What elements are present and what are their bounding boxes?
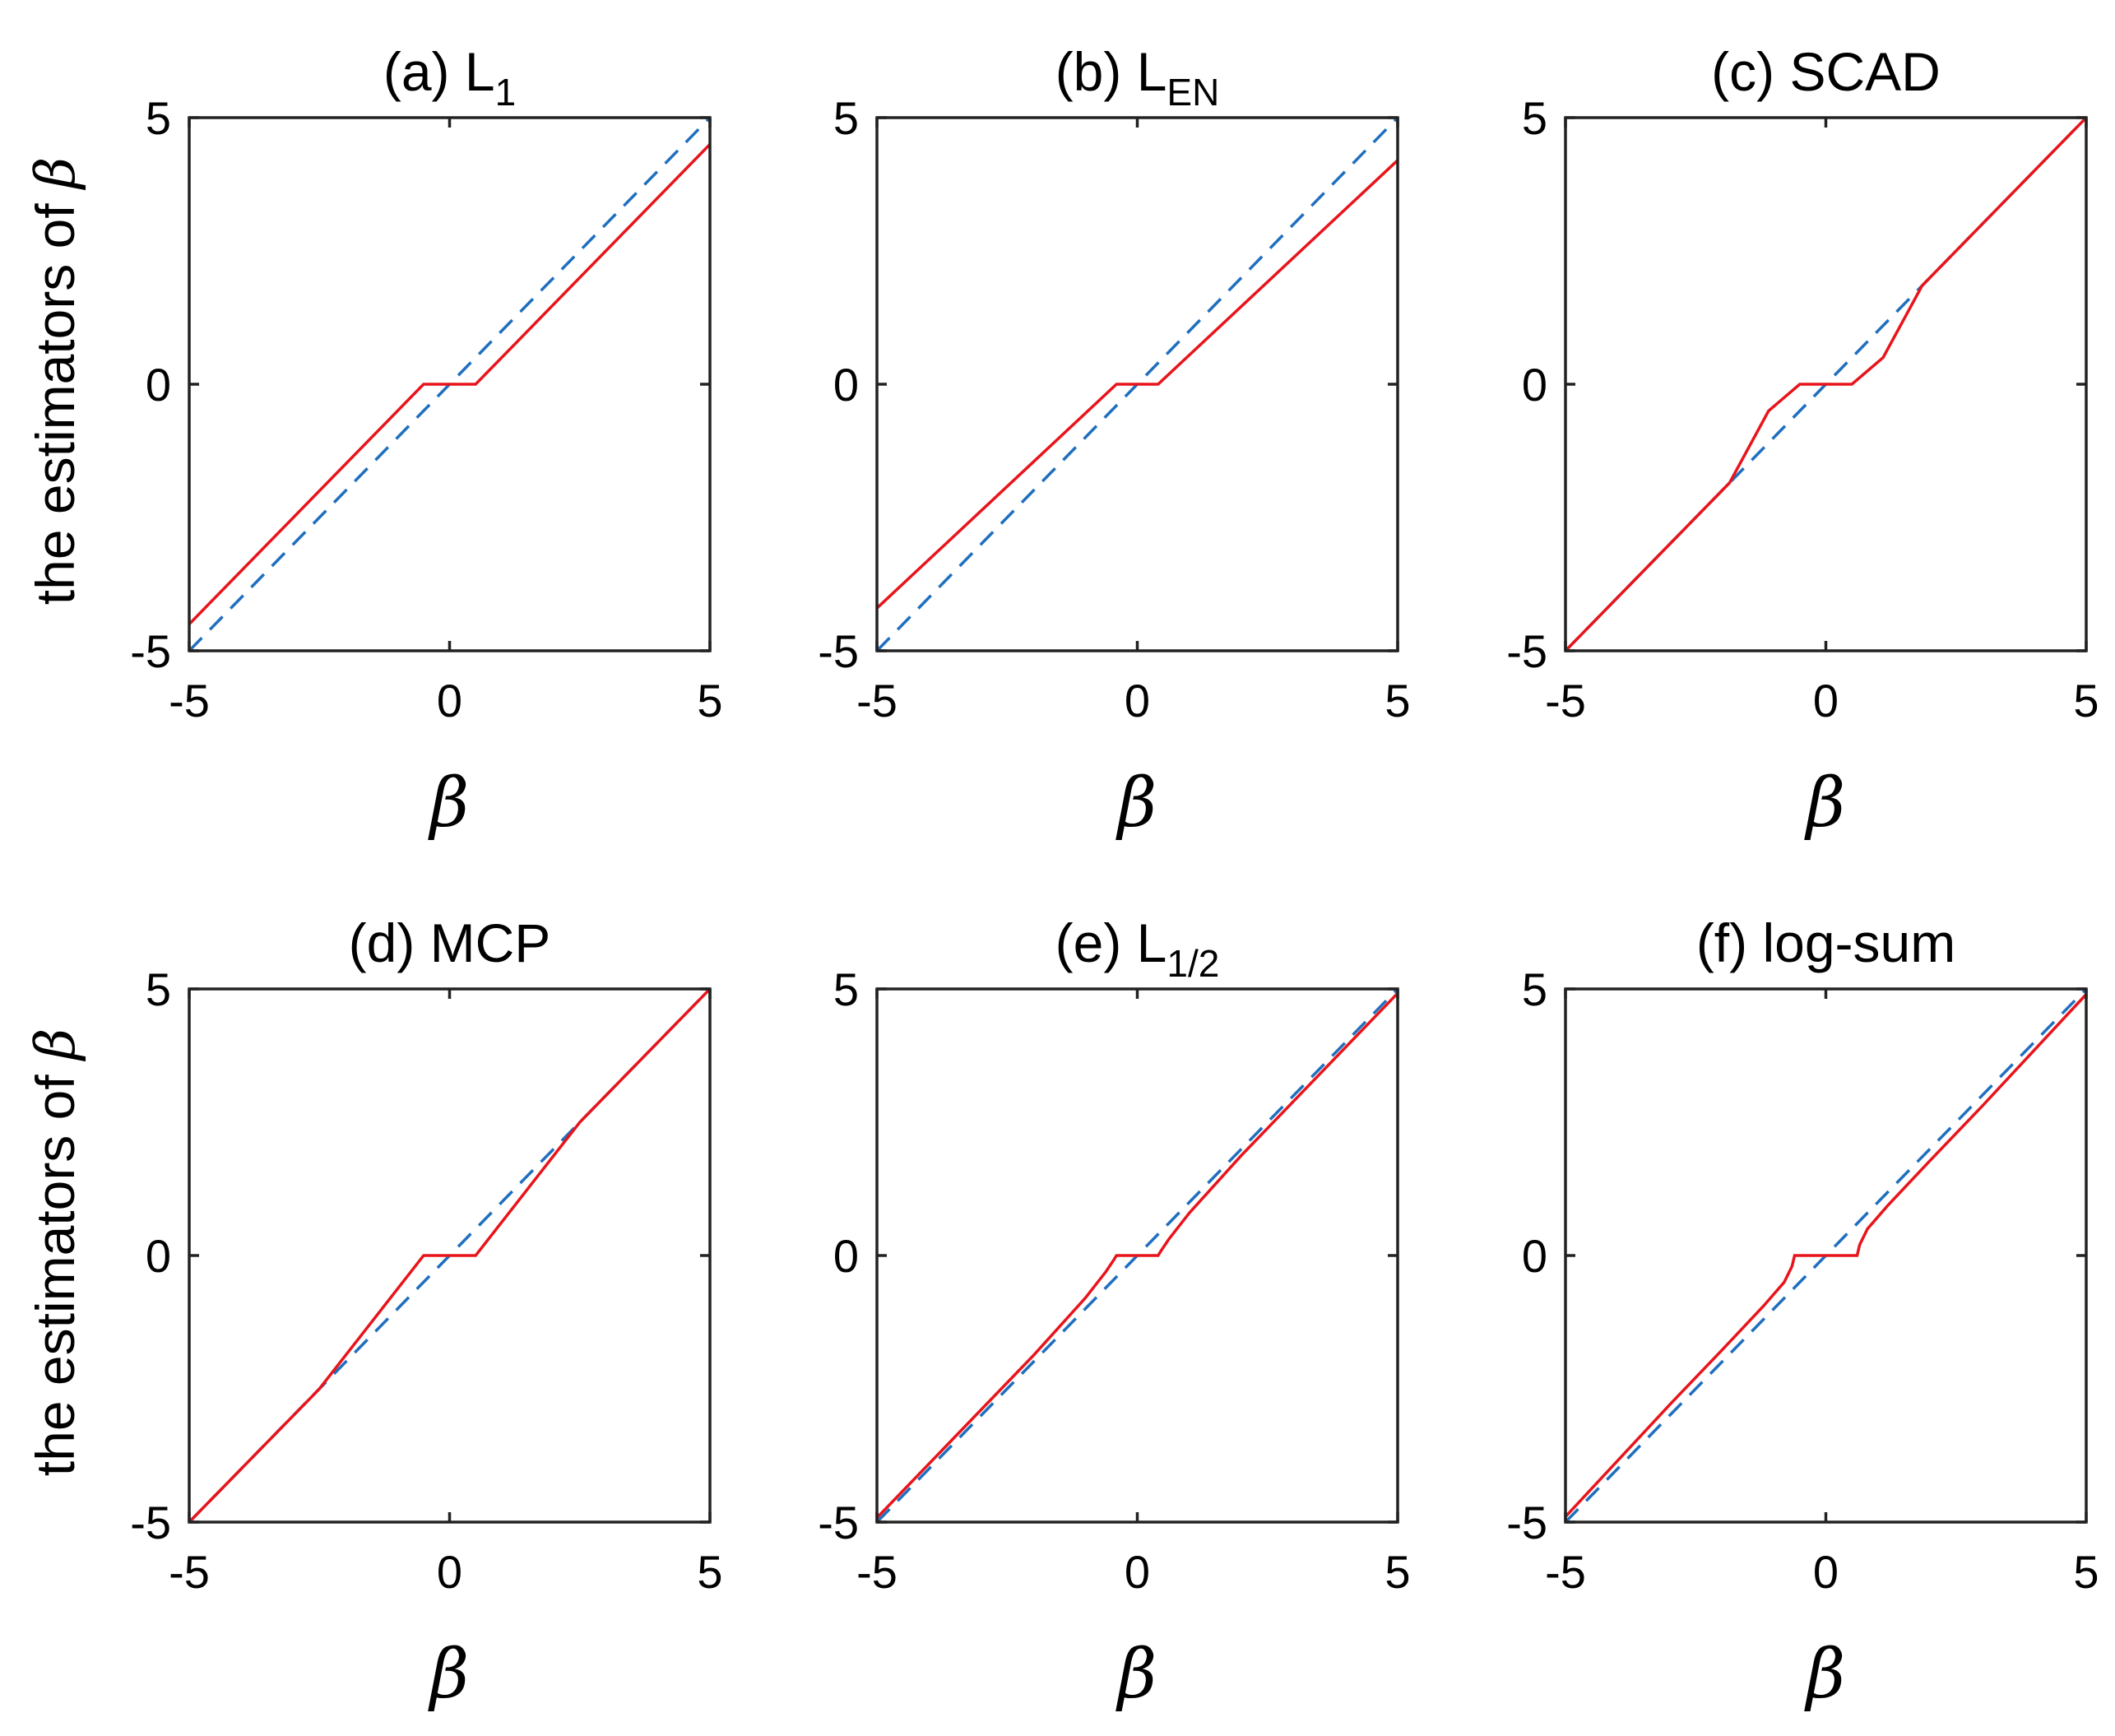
subplot-title: (c) SCAD — [1711, 41, 1941, 102]
estimator-line-5 — [877, 991, 1398, 1520]
x-axis-label: β — [1804, 764, 1845, 842]
estimator-line-4 — [189, 989, 710, 1522]
x-tick-label: -5 — [856, 1546, 897, 1598]
subplot-title: (e) L1/2 — [1055, 912, 1220, 985]
y-tick-label: 0 — [833, 359, 859, 411]
x-tick-label: -5 — [169, 1546, 210, 1598]
x-tick-label: 5 — [2073, 1546, 2099, 1598]
subplot-6: -5 0 5 -5 0 5 (f) log-sum β — [1506, 912, 2099, 1714]
y-tick-label: 0 — [146, 359, 171, 411]
subplot-1: -5 0 5 -5 0 5 (a) L1 β — [130, 41, 722, 842]
y-tick-label: -5 — [1506, 625, 1547, 677]
x-axis-label: β — [428, 1636, 469, 1714]
y-tick-label: -5 — [1506, 1497, 1547, 1548]
y-tick-label: 5 — [833, 963, 859, 1015]
x-tick-label: 0 — [1125, 675, 1150, 726]
x-tick-label: 0 — [1125, 1546, 1150, 1598]
subplot-title: (a) L1 — [383, 41, 516, 114]
y-axis-label-row-2: the estimators of β — [24, 1028, 87, 1476]
estimator-line-3 — [1565, 118, 2086, 651]
x-tick-label: 5 — [697, 675, 722, 726]
y-axis-label-row-1: the estimators of β — [24, 157, 87, 605]
x-tick-label: 5 — [1384, 675, 1410, 726]
subplot-5: -5 0 5 -5 0 5 (e) L1/2 β — [818, 912, 1410, 1714]
x-tick-label: 5 — [1384, 1546, 1410, 1598]
x-tick-label: 0 — [437, 1546, 462, 1598]
subplot-title: (f) log-sum — [1696, 912, 1955, 973]
y-tick-label: 0 — [1522, 1230, 1547, 1282]
x-axis-label: β — [1115, 764, 1157, 842]
subplot-4: -5 0 5 -5 0 5 (d) MCP β — [130, 912, 722, 1714]
x-tick-label: -5 — [169, 675, 210, 726]
subplot-title-main: (b) L — [1055, 41, 1167, 102]
x-tick-label: 5 — [697, 1546, 722, 1598]
subplot-title: (d) MCP — [349, 912, 551, 973]
y-tick-label: 5 — [833, 92, 859, 144]
subplot-title-main: (e) L — [1055, 912, 1167, 973]
x-axis-label: β — [1804, 1636, 1845, 1714]
x-tick-label: -5 — [1545, 675, 1586, 726]
x-tick-label: -5 — [856, 675, 897, 726]
y-tick-label: -5 — [818, 625, 859, 677]
estimator-line-2 — [877, 159, 1398, 610]
x-axis-label: β — [428, 764, 469, 842]
y-tick-label: 0 — [1522, 359, 1547, 411]
subplot-title-main: (f) log-sum — [1696, 912, 1955, 973]
estimator-line-6 — [1565, 993, 2086, 1518]
y-tick-label: 5 — [146, 92, 171, 144]
subplot-title-subscript: 1/2 — [1166, 942, 1219, 985]
y-tick-label: -5 — [130, 625, 171, 677]
y-tick-label: 5 — [1522, 92, 1547, 144]
x-tick-label: 0 — [1813, 675, 1839, 726]
y-tick-label: -5 — [818, 1497, 859, 1548]
subplot-title-main: (d) MCP — [349, 912, 551, 973]
x-tick-label: 0 — [437, 675, 462, 726]
x-tick-label: -5 — [1545, 1546, 1586, 1598]
y-tick-label: 5 — [146, 963, 171, 1015]
subplot-3: -5 0 5 -5 0 5 (c) SCAD β — [1506, 41, 2099, 842]
y-tick-label: 5 — [1522, 963, 1547, 1015]
subplot-2: -5 0 5 -5 0 5 (b) LEN β — [818, 41, 1410, 842]
subplot-title-main: (c) SCAD — [1711, 41, 1941, 102]
subplot-title-subscript: 1 — [495, 71, 517, 114]
y-tick-label: -5 — [130, 1497, 171, 1548]
x-axis-label: β — [1115, 1636, 1157, 1714]
estimator-line-1 — [189, 143, 710, 625]
subplot-title-subscript: EN — [1166, 71, 1219, 114]
y-tick-label: 0 — [833, 1230, 859, 1282]
x-tick-label: 0 — [1813, 1546, 1839, 1598]
y-tick-label: 0 — [146, 1230, 171, 1282]
subplot-title: (b) LEN — [1055, 41, 1220, 114]
subplot-title-main: (a) L — [383, 41, 495, 102]
x-tick-label: 5 — [2073, 675, 2099, 726]
